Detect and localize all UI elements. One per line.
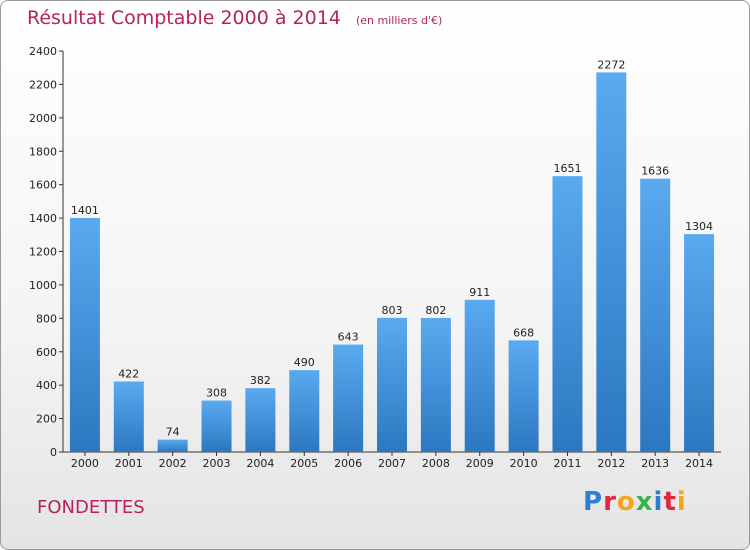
bar (552, 176, 583, 452)
bar-value-label: 803 (382, 304, 403, 317)
proxiti-logo: Proxiti (583, 487, 687, 517)
y-tick-label: 2400 (29, 45, 57, 58)
y-tick-label: 1200 (29, 246, 57, 259)
y-tick-label: 1000 (29, 279, 57, 292)
x-tick-label: 2003 (203, 457, 231, 470)
logo-letter: o (616, 487, 636, 517)
x-tick-label: 2011 (553, 457, 581, 470)
bar-value-label: 802 (425, 304, 446, 317)
x-tick-label: 2010 (510, 457, 538, 470)
x-tick-label: 2006 (334, 457, 362, 470)
bar-value-label: 1401 (71, 204, 99, 217)
logo-letter: r (603, 487, 617, 517)
bar (113, 381, 144, 452)
bar (245, 388, 276, 452)
commune-name: FONDETTES (37, 497, 145, 518)
y-tick-label: 200 (36, 413, 57, 426)
logo-letter: P (583, 487, 604, 517)
bar-value-label: 490 (294, 356, 315, 369)
x-tick-label: 2007 (378, 457, 406, 470)
bar (333, 344, 364, 452)
x-tick-label: 2014 (685, 457, 713, 470)
y-tick-label: 0 (50, 446, 57, 459)
bar (420, 317, 451, 452)
x-tick-label: 2002 (159, 457, 187, 470)
bar (289, 370, 320, 452)
bar-value-label: 1636 (641, 165, 669, 178)
bar (464, 299, 495, 452)
bar (596, 72, 627, 453)
x-tick-label: 2008 (422, 457, 450, 470)
logo-letter: x (635, 487, 654, 517)
x-tick-label: 2013 (641, 457, 669, 470)
y-tick-label: 1400 (29, 212, 57, 225)
bar-value-label: 1651 (553, 162, 581, 175)
y-tick-label: 1600 (29, 179, 57, 192)
y-tick-label: 600 (36, 346, 57, 359)
y-tick-label: 800 (36, 312, 57, 325)
bar-value-label: 911 (469, 286, 490, 299)
x-tick-label: 2005 (290, 457, 318, 470)
bar-value-label: 2272 (597, 58, 625, 71)
bar (508, 340, 539, 452)
logo-letter: i (676, 487, 687, 517)
y-tick-label: 400 (36, 379, 57, 392)
x-tick-label: 2001 (115, 457, 143, 470)
bar-value-label: 643 (338, 331, 359, 344)
chart-title: Résultat Comptable 2000 à 2014 (en milli… (27, 7, 442, 29)
y-tick-label: 2200 (29, 78, 57, 91)
x-tick-label: 2004 (246, 457, 274, 470)
bar (377, 317, 407, 452)
bar-value-label: 668 (513, 326, 534, 339)
bar-value-label: 308 (206, 387, 227, 400)
logo-letter: i (653, 487, 664, 517)
logo-letter: t (663, 487, 677, 517)
title-text: Résultat Comptable 2000 à 2014 (27, 7, 341, 29)
bar (684, 234, 715, 452)
x-tick-label: 2012 (597, 457, 625, 470)
y-tick-label: 1800 (29, 145, 57, 158)
bar-value-label: 382 (250, 374, 271, 387)
y-tick-label: 2000 (29, 112, 57, 125)
bar (157, 439, 188, 452)
subtitle-text: (en milliers d'€) (355, 14, 443, 27)
bar (69, 217, 100, 452)
x-tick-label: 2000 (71, 457, 99, 470)
bar-value-label: 1304 (685, 220, 713, 233)
bar (201, 400, 232, 452)
bar-value-label: 422 (118, 367, 139, 380)
bar-value-label: 74 (166, 426, 180, 439)
bar (640, 178, 671, 452)
x-tick-label: 2009 (466, 457, 494, 470)
